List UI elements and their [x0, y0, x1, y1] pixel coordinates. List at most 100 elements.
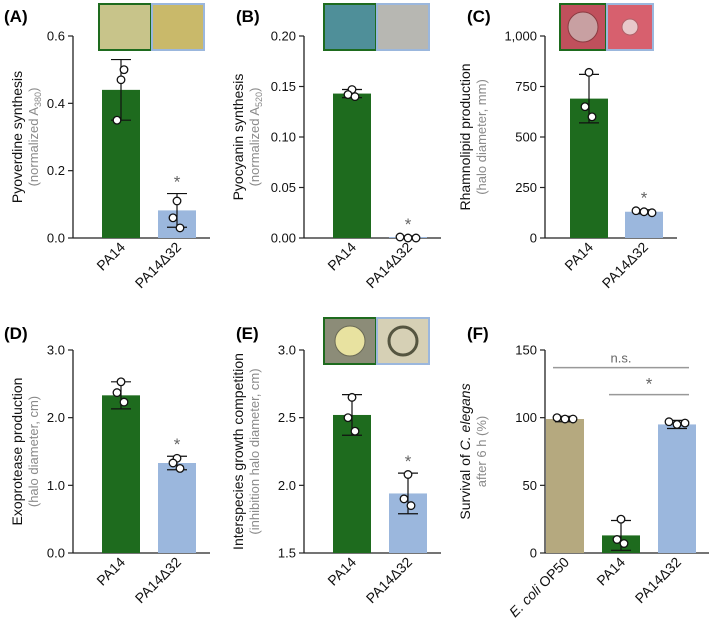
y-axis-sublabel-text: (halo diameter, mm) [474, 79, 489, 195]
panel-label: (A) [4, 7, 28, 26]
panel-d: (D) 0.0 1.0 2.0 3.0 Exoprotease production (ha… [4, 324, 210, 606]
data-point [584, 67, 594, 77]
data-point [664, 417, 674, 427]
y-tick-label: 3.0 [47, 343, 65, 358]
colony-icon [567, 11, 599, 43]
data-point [116, 377, 126, 387]
y-tick-label: 0.15 [271, 79, 296, 94]
data-point [119, 65, 129, 75]
panel-b: (B) 0.00 0.05 0.10 0.15 0.20 Pyocyanin synthes… [230, 3, 441, 292]
panel-label: (F) [467, 324, 489, 343]
data-point [399, 494, 409, 504]
y-axis-sublabel-subscript: 380 [33, 92, 43, 107]
x-tick-label: PA14Δ32 [363, 239, 416, 292]
y-axis-sublabel: (normalized A380) [26, 88, 43, 187]
significance-star: * [174, 173, 181, 192]
x-tick-label: PA14Δ32 [132, 554, 185, 607]
y-axis-sublabel-text: (normalized A [26, 107, 41, 187]
y-axis-label: Rhamnolipid production [457, 63, 473, 210]
significance-star: * [174, 435, 181, 454]
y-tick-label: 2.5 [278, 410, 296, 425]
y-axis-label-text: Survival of [457, 450, 473, 519]
y-tick-label: 0.20 [271, 29, 296, 44]
data-point [560, 414, 570, 424]
data-point [119, 397, 129, 407]
colony-icon [334, 325, 366, 357]
y-axis-label: Interspecies growth competition [230, 353, 246, 550]
y-tick-label: 1.5 [278, 546, 296, 561]
x-tick-label: E. coli OP50 [506, 554, 572, 620]
data-point [639, 207, 649, 217]
y-axis-label: Survival of C. elegans [457, 383, 473, 519]
panel-e: (E) 1.5 2.0 2.5 3.0 Interspecies growth compe… [230, 317, 441, 607]
data-point [112, 115, 122, 125]
y-tick-label: 750 [515, 79, 537, 94]
y-tick-label: 0.6 [47, 29, 65, 44]
y-axis-sublabel-text: (halo diameter, cm) [26, 396, 41, 507]
colony-icon [621, 18, 639, 36]
x-tick-label: PA14 [324, 239, 359, 274]
significance-star: * [405, 452, 412, 471]
panel-label: (B) [236, 7, 260, 26]
y-tick-label: 50 [523, 478, 537, 493]
x-tick-label: PA14Δ32 [132, 239, 185, 292]
y-axis-sublabel: (inhibition halo diameter, cm) [247, 368, 262, 534]
significance-star: * [405, 215, 412, 234]
y-tick-label: 0 [530, 231, 537, 246]
y-tick-label: 0.10 [271, 130, 296, 145]
data-point [350, 426, 360, 436]
y-axis-sublabel-tail: ) [26, 88, 41, 92]
y-tick-label: 0.05 [271, 180, 296, 195]
panel-f: (F) 0 50 100 150 Survival of C. elegans after … [457, 324, 709, 620]
panel-label: (D) [4, 324, 28, 343]
data-point [112, 388, 122, 398]
data-point [587, 112, 597, 122]
data-point [343, 413, 353, 423]
data-point [350, 92, 360, 102]
x-tick-label: PA14Δ32 [632, 554, 685, 607]
significance-star: * [641, 189, 648, 208]
bar [333, 414, 371, 553]
x-tick-label: PA14 [324, 554, 359, 589]
y-tick-label: 2.0 [47, 410, 65, 425]
y-axis-sublabel: (normalized A520) [247, 88, 264, 187]
photo-inset-mutant [151, 3, 205, 51]
y-tick-label: 0.0 [47, 231, 65, 246]
data-point [168, 458, 178, 468]
x-tick-label-text: OP50 [533, 554, 573, 594]
photo-inset-mutant [376, 317, 430, 365]
panel-label: (C) [467, 7, 491, 26]
significance-label: * [646, 375, 653, 394]
y-tick-label: 100 [515, 410, 537, 425]
y-tick-label: 0.0 [47, 546, 65, 561]
data-point [116, 75, 126, 85]
y-axis-sublabel: after 6 h (%) [474, 416, 489, 488]
panel-c: (C) 0 250 500 750 1,000 Rhamnolipid production… [457, 3, 677, 291]
significance-label: n.s. [611, 351, 632, 366]
photo-inset-mutant [376, 3, 430, 51]
y-axis-label-italic: C. elegans [457, 383, 473, 450]
panel-label: (E) [236, 324, 259, 343]
x-tick-label: PA14 [93, 239, 128, 274]
data-point [175, 463, 185, 473]
data-point [631, 206, 641, 216]
colony-icon [387, 325, 419, 357]
y-axis-sublabel: (halo diameter, cm) [26, 396, 41, 507]
x-tick-label: PA14 [593, 554, 628, 589]
y-tick-label: 250 [515, 180, 537, 195]
data-point [175, 223, 185, 233]
data-point [347, 392, 357, 402]
y-tick-label: 3.0 [278, 343, 296, 358]
y-tick-label: 1.0 [47, 478, 65, 493]
data-point [616, 514, 626, 524]
y-axis-sublabel-text: (inhibition halo diameter, cm) [247, 368, 262, 534]
data-point [680, 418, 690, 428]
bar [546, 419, 584, 553]
data-point [612, 535, 622, 544]
x-tick-label: PA14Δ32 [363, 554, 416, 607]
data-point [580, 102, 590, 112]
x-tick-label: PA14 [561, 239, 596, 274]
data-point [172, 196, 182, 206]
data-point [552, 413, 562, 423]
